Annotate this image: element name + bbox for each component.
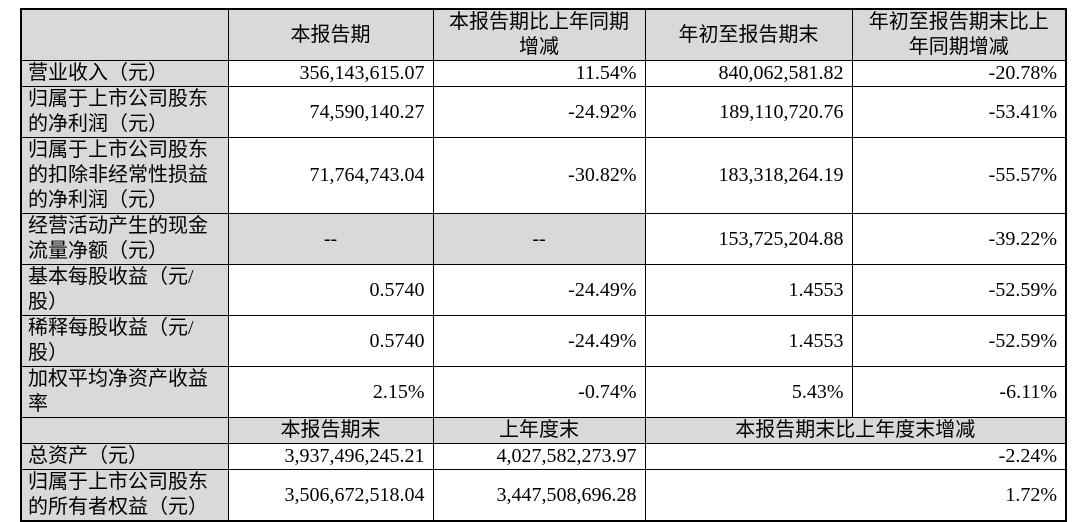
row-label: 经营活动产生的现金流量净额（元） (20, 213, 229, 265)
cell-ytd: 840,062,581.82 (644, 60, 853, 87)
cell-ytd-yoy-change: -6.11% (851, 366, 1067, 418)
cell-current-period: 356,143,615.07 (227, 60, 434, 87)
cell-current-period: 74,590,140.27 (227, 86, 434, 138)
row-label: 归属于上市公司股东的净利润（元） (20, 86, 229, 138)
table-row-operating-revenue: 营业收入（元） 356,143,615.07 11.54% 840,062,58… (20, 60, 1067, 87)
header-blank-cell (20, 8, 229, 61)
cell-prior-year-end: 4,027,582,273.97 (432, 443, 646, 470)
table-row-net-profit-excl-nonrecurring: 归属于上市公司股东的扣除非经常性损益的净利润（元） 71,764,743.04 … (20, 137, 1067, 214)
table-row-operating-cash-flow: 经营活动产生的现金流量净额（元） -- -- 153,725,204.88 -3… (20, 213, 1067, 265)
cell-current-period: 71,764,743.04 (227, 137, 434, 214)
financial-summary-table: 本报告期 本报告期比上年同期增减 年初至报告期末 年初至报告期末比上年同期增减 … (20, 8, 1067, 522)
cell-ytd-yoy-change: -55.57% (851, 137, 1067, 214)
cell-prior-year-end: 3,447,508,696.28 (432, 469, 646, 522)
cell-yoy-change: -24.49% (432, 315, 646, 367)
col-header-yoy-change: 本报告期比上年同期增减 (432, 8, 646, 61)
table-row-owners-equity: 归属于上市公司股东的所有者权益（元） 3,506,672,518.04 3,44… (20, 469, 1067, 522)
col-header-ytd: 年初至报告期末 (644, 8, 853, 61)
row-label: 总资产（元） (20, 443, 229, 470)
cell-ytd: 153,725,204.88 (644, 213, 853, 265)
cell-yoy-change: 11.54% (432, 60, 646, 87)
col-header-end-of-period: 本报告期末 (227, 417, 434, 444)
cell-end-of-period: 3,506,672,518.04 (227, 469, 434, 522)
row-label: 归属于上市公司股东的扣除非经常性损益的净利润（元） (20, 137, 229, 214)
cell-current-period: -- (227, 213, 434, 265)
cell-period-end-change: -2.24% (644, 443, 1067, 470)
col-header-ytd-yoy-change: 年初至报告期末比上年同期增减 (851, 8, 1067, 61)
cell-end-of-period: 3,937,496,245.21 (227, 443, 434, 470)
row-label: 归属于上市公司股东的所有者权益（元） (20, 469, 229, 522)
cell-ytd-yoy-change: -53.41% (851, 86, 1067, 138)
cell-yoy-change: -0.74% (432, 366, 646, 418)
cell-ytd: 183,318,264.19 (644, 137, 853, 214)
table-row-net-profit: 归属于上市公司股东的净利润（元） 74,590,140.27 -24.92% 1… (20, 86, 1067, 138)
col-header-current-period: 本报告期 (227, 8, 434, 61)
col-header-prior-year-end: 上年度末 (432, 417, 646, 444)
cell-period-end-change: 1.72% (644, 469, 1067, 522)
cell-yoy-change: -- (432, 213, 646, 265)
cell-yoy-change: -24.92% (432, 86, 646, 138)
cell-current-period: 0.5740 (227, 264, 434, 316)
table-row-diluted-eps: 稀释每股收益（元/股） 0.5740 -24.49% 1.4553 -52.59… (20, 315, 1067, 367)
header2-blank-cell (20, 417, 229, 444)
cell-yoy-change: -30.82% (432, 137, 646, 214)
row-label: 加权平均净资产收益率 (20, 366, 229, 418)
cell-yoy-change: -24.49% (432, 264, 646, 316)
table-row-basic-eps: 基本每股收益（元/股） 0.5740 -24.49% 1.4553 -52.59… (20, 264, 1067, 316)
row-label: 基本每股收益（元/股） (20, 264, 229, 316)
cell-ytd: 1.4553 (644, 315, 853, 367)
cell-ytd-yoy-change: -52.59% (851, 315, 1067, 367)
col-header-period-end-change: 本报告期末比上年度末增减 (644, 417, 1067, 444)
cell-current-period: 2.15% (227, 366, 434, 418)
header-row-2: 本报告期末 上年度末 本报告期末比上年度末增减 (20, 417, 1067, 444)
cell-ytd: 1.4553 (644, 264, 853, 316)
cell-ytd: 5.43% (644, 366, 853, 418)
cell-ytd-yoy-change: -20.78% (851, 60, 1067, 87)
cell-ytd-yoy-change: -52.59% (851, 264, 1067, 316)
cell-current-period: 0.5740 (227, 315, 434, 367)
row-label: 稀释每股收益（元/股） (20, 315, 229, 367)
cell-ytd: 189,110,720.76 (644, 86, 853, 138)
row-label: 营业收入（元） (20, 60, 229, 87)
header-row-1: 本报告期 本报告期比上年同期增减 年初至报告期末 年初至报告期末比上年同期增减 (20, 8, 1067, 61)
cell-ytd-yoy-change: -39.22% (851, 213, 1067, 265)
table-row-total-assets: 总资产（元） 3,937,496,245.21 4,027,582,273.97… (20, 443, 1067, 470)
table-row-weighted-avg-roe: 加权平均净资产收益率 2.15% -0.74% 5.43% -6.11% (20, 366, 1067, 418)
